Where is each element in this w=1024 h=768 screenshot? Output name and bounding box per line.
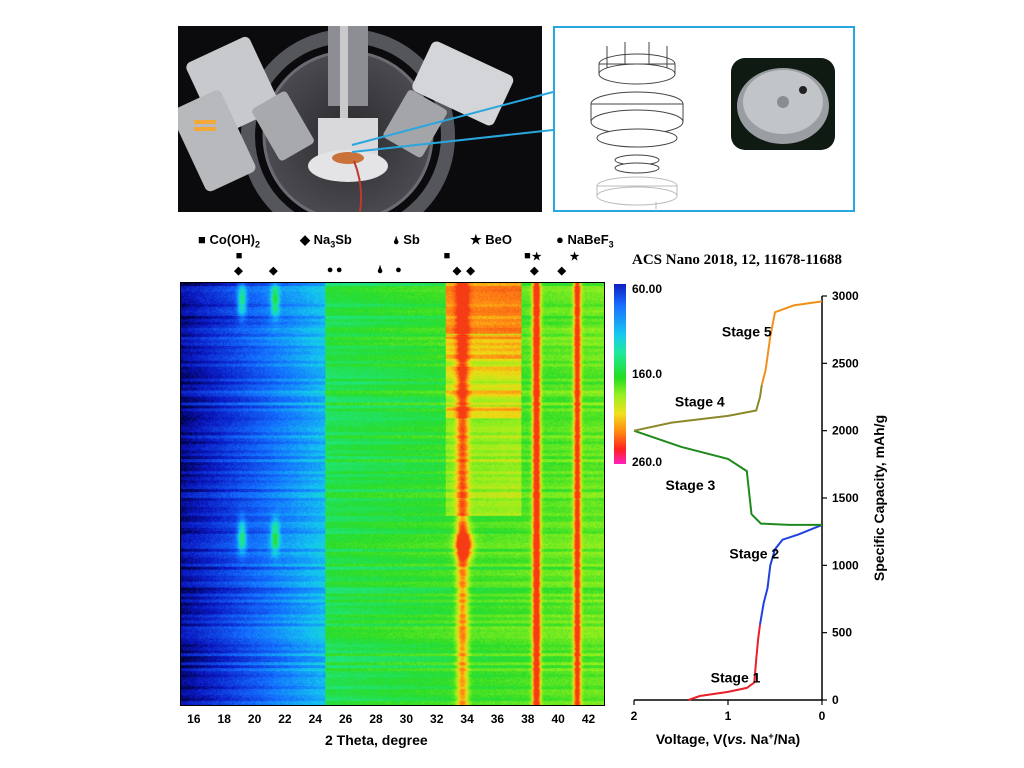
droplet-icon: 🌢 bbox=[393, 235, 400, 247]
stage-label: Stage 4 bbox=[675, 393, 725, 409]
x-tick-label: 2 bbox=[631, 709, 638, 723]
y-tick-label: 3000 bbox=[832, 289, 859, 303]
peak-marker-icon: ● bbox=[326, 264, 334, 276]
peak-marker-icon: ■ bbox=[443, 250, 451, 262]
peak-marker-icon: ◆ bbox=[234, 265, 243, 277]
heatmap-x-tick-label: 42 bbox=[581, 712, 596, 726]
cell-inset bbox=[553, 26, 855, 212]
legend-subscript: 3 bbox=[608, 239, 614, 250]
heatmap-x-tick-label: 22 bbox=[278, 712, 292, 726]
heatmap-x-tick-label: 34 bbox=[460, 712, 474, 726]
cell-exploded-view bbox=[590, 42, 835, 209]
heatmap-x-tick-label: 30 bbox=[399, 712, 414, 726]
heatmap-x-tick-label: 24 bbox=[308, 712, 322, 726]
stage-label: Stage 5 bbox=[722, 323, 772, 339]
legend-label: Na bbox=[313, 232, 331, 247]
peak-marker-icon: ◆ bbox=[530, 265, 539, 277]
y-tick-label: 0 bbox=[832, 693, 839, 707]
colorbar-label-top: 60.00 bbox=[632, 282, 663, 296]
series-line-stage-5 bbox=[760, 300, 823, 386]
legend-subscript: 2 bbox=[254, 239, 260, 250]
peak-marker-icon: ★ bbox=[569, 251, 580, 263]
diffractometer-illustration bbox=[178, 26, 542, 212]
colorbar-label-bottom: 260.0 bbox=[632, 455, 663, 469]
series-line-stage-4 bbox=[633, 384, 763, 432]
peak-marker-icon: 🌢 bbox=[376, 264, 384, 276]
heatmap-x-tick-label: 40 bbox=[551, 712, 565, 726]
peak-marker-icon: ◆ bbox=[466, 265, 475, 277]
legend-item-cooh2: ■ Co(OH)2 bbox=[198, 232, 260, 250]
y-tick-label: 500 bbox=[832, 626, 852, 640]
y-tick-label: 1000 bbox=[832, 558, 859, 572]
heatmap-x-tick-label: 20 bbox=[247, 712, 262, 726]
x-tick-label: 1 bbox=[725, 709, 732, 723]
y-tick-label: 2500 bbox=[832, 356, 859, 370]
diamond-icon: ◆ bbox=[300, 232, 310, 247]
heatmap-x-tick-label: 32 bbox=[430, 712, 444, 726]
heatmap-x-axis-title: 2 Theta, degree bbox=[325, 732, 428, 748]
circle-icon: ● bbox=[556, 232, 564, 247]
colorbar bbox=[614, 284, 626, 464]
legend-item-nabef3: ● NaBeF3 bbox=[556, 232, 614, 250]
peak-marker-icon: ★ bbox=[531, 251, 542, 263]
stage-label: Stage 3 bbox=[665, 477, 715, 493]
legend-label: BeO bbox=[485, 232, 513, 247]
legend-label: Co(OH) bbox=[209, 232, 255, 247]
peak-marker-icon: ◆ bbox=[452, 265, 462, 277]
legend-label-suffix: Sb bbox=[335, 232, 352, 247]
peak-marker-icon: ◆ bbox=[269, 265, 278, 277]
peak-marker-icon: ◆ bbox=[557, 265, 566, 277]
series-line-stage-1 bbox=[688, 624, 761, 701]
colorbar-label-mid: 160.0 bbox=[632, 367, 663, 381]
heatmap-x-tick-label: 16 bbox=[187, 712, 201, 726]
x-axis-title: Voltage, V(vs. Na+/Na) bbox=[656, 731, 800, 747]
diffractometer-photo bbox=[178, 26, 542, 212]
peak-marker-icon: ■ bbox=[524, 250, 531, 262]
y-tick-label: 2000 bbox=[832, 424, 859, 438]
peak-marker-icon: ● bbox=[335, 264, 343, 276]
heatmap-x-tick-label: 18 bbox=[217, 712, 231, 726]
legend-label: Sb bbox=[403, 232, 420, 247]
y-tick-label: 1500 bbox=[832, 491, 859, 505]
stage-label: Stage 1 bbox=[711, 669, 761, 685]
heatmap-x-tick-label: 28 bbox=[369, 712, 383, 726]
square-icon: ■ bbox=[198, 232, 206, 247]
voltage-profile-plot: 2 1 00 500 1000 1500 2000 2500 3000 Stage 1 Stage … bbox=[631, 289, 887, 747]
x-tick-label: 0 bbox=[819, 709, 826, 723]
series-line-stage-3 bbox=[633, 429, 822, 526]
y-axis-title: Specific Capacity, mAh/g bbox=[871, 415, 887, 581]
legend-item-beo: ★ BeO bbox=[470, 232, 512, 248]
legend-item-sb: 🌢 Sb bbox=[393, 232, 420, 248]
heatmap-x-tick-label: 36 bbox=[490, 712, 505, 726]
legend-label: NaBeF bbox=[567, 232, 609, 247]
star-icon: ★ bbox=[470, 232, 482, 247]
stage-label: Stage 2 bbox=[729, 546, 779, 562]
xrd-heatmap bbox=[180, 282, 605, 706]
heatmap-x-tick-label: 38 bbox=[521, 712, 535, 726]
series-line-stage-2 bbox=[759, 523, 823, 625]
heatmap-x-tick-label: 26 bbox=[338, 712, 353, 726]
peak-marker-icon: ■ bbox=[235, 250, 243, 262]
peak-marker-icon: ● bbox=[395, 264, 402, 276]
citation-text: ACS Nano 2018, 12, 11678-11688 bbox=[632, 252, 843, 268]
legend-item-na3sb: ◆ Na3Sb bbox=[300, 232, 352, 250]
legend-subscript: 3 bbox=[330, 239, 336, 250]
